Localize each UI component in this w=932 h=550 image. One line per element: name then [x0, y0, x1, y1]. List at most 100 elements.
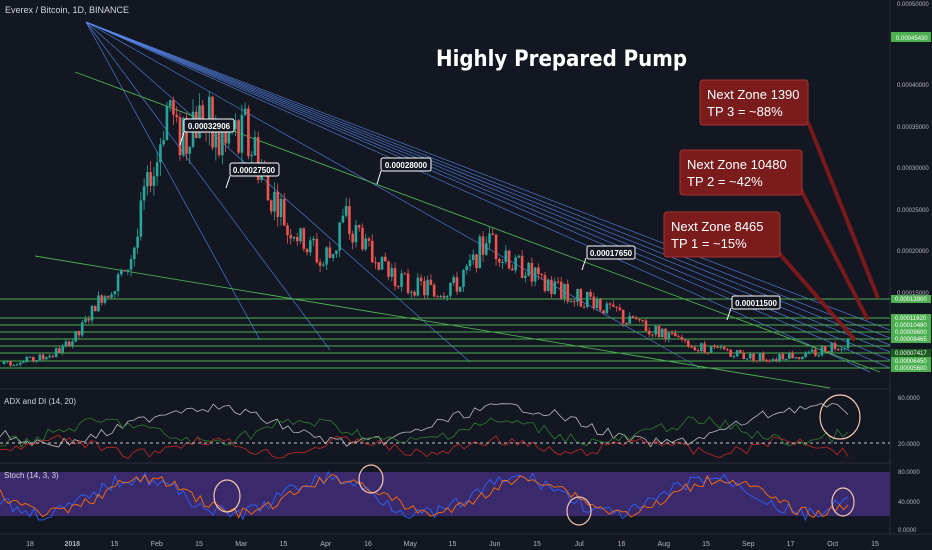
- candle: [383, 252, 387, 263]
- candle: [413, 289, 416, 298]
- callout-3[interactable]: 0.00028000: [376, 157, 432, 185]
- candle: [344, 197, 348, 218]
- candle: [475, 253, 478, 273]
- candle-body: [58, 348, 61, 353]
- candle: [439, 294, 442, 300]
- candle: [279, 193, 283, 226]
- candle: [683, 338, 687, 344]
- callout-1[interactable]: 0.00032906: [179, 118, 235, 146]
- callout-4[interactable]: 0.00017650: [581, 245, 636, 271]
- target-tp-label: TP 3 = ~88%: [707, 104, 783, 119]
- candle-body: [501, 261, 504, 263]
- time-tick: 16: [618, 541, 626, 548]
- candle-body: [566, 283, 570, 302]
- highlight-circle: [831, 487, 855, 517]
- candle: [608, 302, 612, 310]
- candle-body: [540, 274, 543, 276]
- time-tick: Jul: [575, 541, 584, 548]
- candle: [247, 105, 250, 160]
- candle: [432, 282, 436, 298]
- candle-body: [207, 96, 211, 133]
- candle-body: [631, 316, 635, 318]
- candle: [810, 347, 814, 353]
- candle-body: [445, 295, 449, 298]
- candle: [791, 350, 794, 359]
- candle-body: [374, 262, 377, 264]
- candle-body: [791, 352, 794, 359]
- candle: [149, 160, 152, 193]
- candle-body: [110, 294, 113, 298]
- candle: [243, 102, 247, 117]
- candle: [599, 297, 602, 312]
- candle-body: [61, 346, 64, 353]
- candle: [801, 356, 804, 360]
- candle-body: [846, 339, 850, 349]
- candle: [410, 289, 413, 299]
- candle: [377, 262, 381, 271]
- candle-body: [305, 248, 309, 253]
- highlight-circle: [213, 479, 241, 513]
- candle-body: [400, 273, 403, 287]
- candle: [527, 261, 530, 277]
- callout-5[interactable]: 0.00011500: [726, 295, 781, 321]
- candle: [775, 357, 778, 363]
- candle-body: [807, 351, 811, 353]
- candle: [742, 350, 746, 360]
- target-box-tp3[interactable]: Next Zone 1390 TP 3 = ~88%: [699, 79, 809, 126]
- candle-body: [32, 356, 35, 362]
- zone-badge: 0.00011620: [891, 314, 931, 322]
- candle: [282, 193, 286, 227]
- candle-body: [113, 291, 117, 295]
- candle: [426, 275, 429, 299]
- candle: [533, 266, 537, 287]
- callout-2[interactable]: 0.00027500: [225, 162, 280, 189]
- zone-badge-bg: [891, 335, 931, 343]
- candle: [9, 360, 12, 368]
- stoch-overbought-oversold-band: [0, 472, 890, 516]
- adx-pane[interactable]: [0, 390, 890, 462]
- candle: [370, 234, 374, 263]
- zone-badge-text: 0.00013900: [895, 297, 927, 303]
- candle: [90, 304, 94, 325]
- candle-body: [680, 336, 684, 340]
- candle-body: [237, 120, 240, 153]
- candle-body: [586, 291, 589, 307]
- candle-body: [93, 305, 97, 312]
- candle: [761, 351, 765, 362]
- zone-badge-text: 0.00009600: [895, 330, 927, 336]
- target-box-tp2[interactable]: Next Zone 10480 TP 2 = ~42%: [679, 149, 803, 196]
- price-axis[interactable]: 0.00050000 0.00040000 0.00035000 0.00030…: [891, 2, 931, 372]
- candle: [468, 253, 472, 272]
- candle-body: [830, 343, 834, 353]
- candle: [361, 223, 364, 252]
- candle-body: [289, 235, 293, 239]
- candle-body: [318, 262, 322, 266]
- zone-badge-text: 0.00005600: [895, 366, 927, 372]
- time-axis[interactable]: 18 2018 15 Feb 15 Mar 15 Apr 16 May 15 Jun 15 Jul 16 Au…: [26, 541, 879, 548]
- candle: [403, 272, 407, 275]
- fan-line: [85, 21, 871, 373]
- candle: [625, 322, 628, 326]
- candle-body: [155, 162, 159, 177]
- candle: [67, 340, 71, 348]
- candle-body: [475, 254, 478, 269]
- candle: [647, 327, 651, 338]
- candle: [778, 353, 781, 363]
- candle-body: [801, 356, 804, 360]
- candle-body: [563, 283, 566, 299]
- candle: [605, 301, 609, 315]
- stoch-label: Stoch (14, 3, 3): [4, 471, 59, 480]
- adx-tick: 60.0000: [898, 396, 920, 402]
- time-tick: 15: [871, 541, 879, 548]
- candle: [836, 347, 840, 352]
- candle-body: [494, 234, 498, 260]
- candle: [390, 263, 394, 282]
- candle: [106, 295, 110, 298]
- candle-body: [286, 225, 289, 236]
- target-box-tp1[interactable]: Next Zone 8465 TP 1 = ~15%: [663, 211, 781, 258]
- candle: [579, 288, 583, 307]
- candle-body: [775, 359, 778, 361]
- candle-body: [599, 299, 602, 311]
- candle: [651, 333, 654, 338]
